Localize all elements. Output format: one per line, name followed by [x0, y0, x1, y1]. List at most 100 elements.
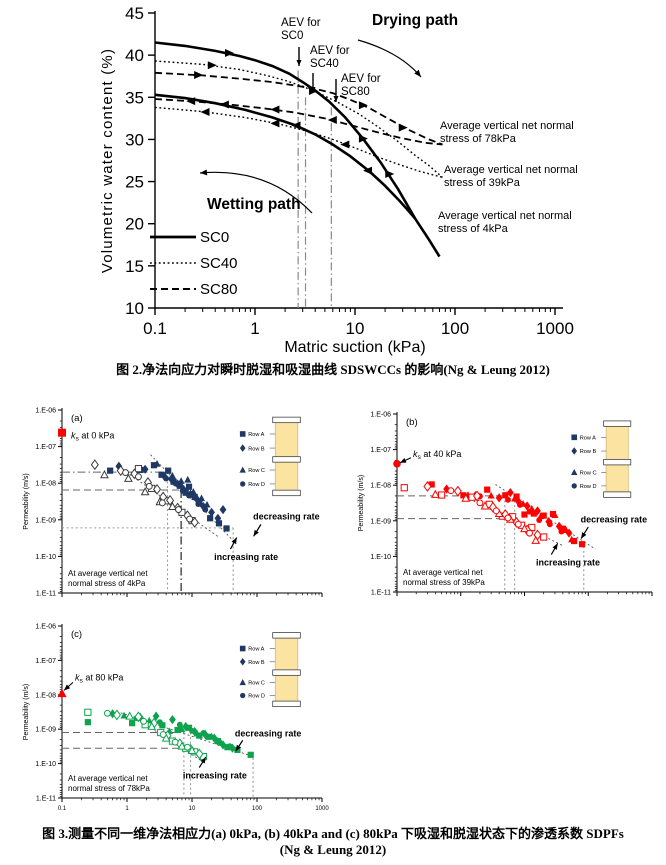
- svg-text:ks at 0 kPa: ks at 0 kPa: [71, 431, 114, 443]
- svg-text:SC80: SC80: [200, 281, 238, 298]
- fig2-path-labels: Drying path Wetting path: [199, 12, 458, 214]
- svg-text:stress of 39kPa: stress of 39kPa: [444, 177, 521, 189]
- svg-text:0.1: 0.1: [143, 319, 167, 338]
- fig3a-axes: 1.E-06 1.E-07 1.E-08 1.E-09 1.E-10 1.E-11 Perm…: [23, 408, 323, 598]
- svg-text:Permeability (m/s): Permeability (m/s): [358, 475, 365, 531]
- svg-text:1.E-10: 1.E-10: [35, 554, 56, 561]
- svg-text:Row D: Row D: [248, 482, 265, 488]
- svg-text:Row C: Row C: [248, 681, 265, 687]
- svg-text:Average vertical net normal: Average vertical net normal: [438, 210, 572, 222]
- svg-text:Row D: Row D: [580, 484, 597, 490]
- fig2-curves: [154, 41, 443, 258]
- svg-text:1.E-11: 1.E-11: [371, 590, 391, 597]
- fig3-caption-line2: (Ng & Leung 2012): [279, 842, 387, 857]
- fig2-ylabel: Volumetric water content (%): [99, 48, 116, 273]
- fig2-swcc-chart: 10 15 20 25 30 35 40 45 0.1 1 10 100 1000 Matric suct…: [0, 0, 666, 358]
- svg-text:100: 100: [252, 806, 263, 812]
- fig3a-legend: Row A Row B Row C Row D: [239, 416, 301, 497]
- fig2-caption: 图 2.净法向应力对瞬时脱湿和吸湿曲线 SDSWCCs 的影响(Ng & Leu…: [116, 362, 550, 377]
- svg-text:1.E-08: 1.E-08: [35, 481, 56, 488]
- fig3a-scatter-points: [90, 459, 230, 532]
- svg-text:20: 20: [125, 215, 144, 234]
- svg-text:decreasing rate: decreasing rate: [581, 515, 648, 525]
- fig3a-permeability-chart: 1.E-06 1.E-07 1.E-08 1.E-09 1.E-10 1.E-11 Perm…: [14, 402, 344, 607]
- fig3b-ks-annotation: ks at 40 kPa: [393, 449, 461, 468]
- fig2-legend: SC0 SC40 SC80: [150, 229, 238, 298]
- svg-text:At average vertical net: At average vertical net: [403, 568, 483, 577]
- svg-text:1.E-06: 1.E-06: [35, 408, 56, 415]
- svg-text:25: 25: [125, 173, 144, 192]
- fig3c-scatter-points: [84, 708, 254, 761]
- svg-text:Row C: Row C: [580, 471, 597, 477]
- fig2-xlabel: Matric suction (kPa): [284, 339, 425, 356]
- svg-text:1.E-08: 1.E-08: [370, 483, 391, 490]
- svg-text:1.E-06: 1.E-06: [35, 624, 56, 631]
- fig3a-rate-labels: decreasing rate increasing rate: [214, 512, 320, 562]
- svg-text:1.E-10: 1.E-10: [35, 761, 56, 768]
- svg-text:1.E-09: 1.E-09: [370, 518, 391, 525]
- svg-text:1.E-07: 1.E-07: [35, 444, 56, 451]
- svg-text:45: 45: [125, 4, 144, 23]
- svg-text:At average vertical net: At average vertical net: [68, 569, 148, 578]
- svg-text:At average vertical net: At average vertical net: [68, 774, 148, 783]
- fig3a-ks-annotation: ks at 0 kPa: [58, 428, 114, 443]
- svg-text:1.E-11: 1.E-11: [36, 796, 56, 803]
- svg-text:1000: 1000: [536, 319, 574, 338]
- svg-text:increasing rate: increasing rate: [214, 552, 278, 562]
- svg-text:decreasing rate: decreasing rate: [235, 728, 302, 738]
- fig3a-svg: 1.E-06 1.E-07 1.E-08 1.E-09 1.E-10 1.E-11 Perm…: [23, 408, 323, 598]
- fig3c-panel-label: (c): [71, 629, 82, 640]
- fig3b-panel-label: (b): [406, 417, 418, 428]
- svg-text:1.E-11: 1.E-11: [36, 591, 56, 598]
- fig3-caption: 图 3.测量不同一维净法相应力(a) 0kPa, (b) 40kPa and (…: [0, 826, 666, 858]
- svg-text:SC40: SC40: [310, 58, 339, 70]
- svg-text:ks at 40 kPa: ks at 40 kPa: [413, 449, 461, 461]
- svg-text:1.E-07: 1.E-07: [35, 658, 56, 665]
- svg-text:increasing rate: increasing rate: [536, 557, 600, 567]
- fig3c-svg: 1.E-06 1.E-07 1.E-08 1.E-09 1.E-10 1.E-110.1 1…: [23, 624, 329, 813]
- svg-text:stress of 78kPa: stress of 78kPa: [440, 133, 517, 145]
- svg-text:Average vertical net normal: Average vertical net normal: [440, 120, 574, 132]
- svg-text:Wetting path: Wetting path: [207, 196, 301, 213]
- svg-text:1.E-09: 1.E-09: [35, 517, 56, 524]
- svg-text:Row A: Row A: [248, 647, 264, 653]
- svg-text:stress of 4kPa: stress of 4kPa: [438, 223, 509, 235]
- fig3c-axes: 1.E-06 1.E-07 1.E-08 1.E-09 1.E-10 1.E-110.1 1…: [23, 624, 329, 813]
- svg-text:30: 30: [125, 130, 144, 149]
- fig2-svg: 10 15 20 25 30 35 40 45 0.1 1 10 100 1000 Matric suct…: [99, 4, 578, 356]
- svg-text:normal stress of 39kPa: normal stress of 39kPa: [403, 578, 485, 587]
- svg-text:SC0: SC0: [281, 30, 303, 42]
- svg-text:Row D: Row D: [248, 694, 265, 700]
- fig3c-rate-labels: decreasing rate increasing rate: [183, 728, 302, 780]
- svg-text:Row C: Row C: [248, 468, 265, 474]
- svg-text:1.E-09: 1.E-09: [35, 727, 56, 734]
- fig3a-panel-label: (a): [71, 413, 83, 424]
- svg-text:Row A: Row A: [248, 432, 264, 438]
- svg-text:decreasing rate: decreasing rate: [253, 512, 320, 522]
- svg-text:increasing rate: increasing rate: [183, 770, 247, 780]
- svg-text:15: 15: [125, 257, 144, 276]
- fig3b-svg: 1.E-06 1.E-07 1.E-08 1.E-09 1.E-10 1.E-11 Perm…: [358, 412, 653, 597]
- fig3c-permeability-chart: 1.E-06 1.E-07 1.E-08 1.E-09 1.E-10 1.E-11 0.1 1…: [14, 622, 344, 820]
- fig3b-permeability-chart: 1.E-06 1.E-07 1.E-08 1.E-09 1.E-10 1.E-11 Perm…: [348, 402, 666, 607]
- svg-text:Average vertical net normal: Average vertical net normal: [444, 164, 578, 176]
- svg-text:100: 100: [441, 319, 469, 338]
- svg-text:10: 10: [189, 806, 196, 812]
- svg-text:10: 10: [346, 319, 365, 338]
- svg-text:AEV for: AEV for: [281, 17, 321, 29]
- svg-text:SC80: SC80: [341, 86, 370, 98]
- svg-text:1.E-10: 1.E-10: [370, 554, 391, 561]
- svg-text:AEV for: AEV for: [310, 45, 350, 57]
- fig2-axes: 10 15 20 25 30 35 40 45 0.1 1 10 100 1000 Matric suct…: [99, 4, 574, 356]
- svg-text:0.1: 0.1: [58, 806, 67, 812]
- fig3b-axes: 1.E-06 1.E-07 1.E-08 1.E-09 1.E-10 1.E-11 Perm…: [358, 412, 653, 597]
- svg-text:normal stress of 78kPa: normal stress of 78kPa: [68, 784, 150, 793]
- svg-text:Permeability (m/s): Permeability (m/s): [23, 684, 30, 740]
- svg-text:SC40: SC40: [200, 255, 238, 272]
- svg-text:Row B: Row B: [248, 660, 265, 666]
